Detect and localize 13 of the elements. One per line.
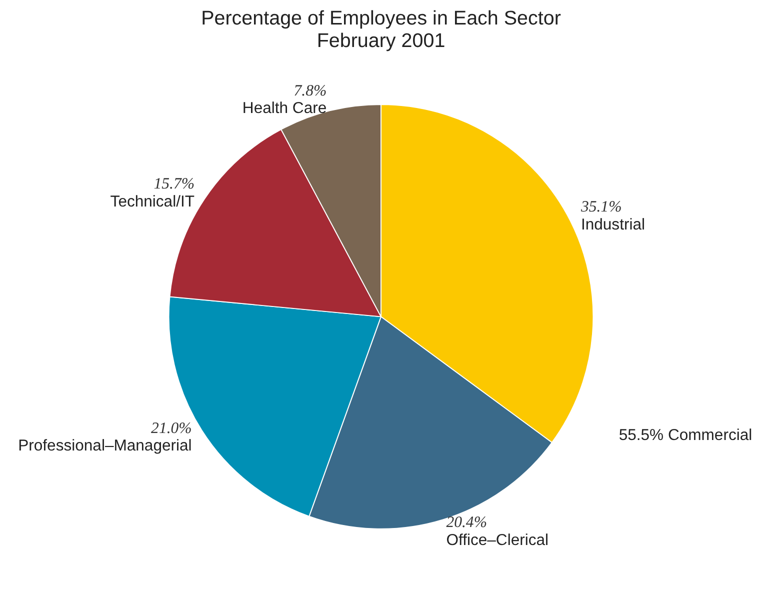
slice-label: Technical/IT [110, 193, 195, 210]
chart-title: Percentage of Employees in Each Sector [201, 8, 562, 30]
data-label: 21.0% [151, 420, 192, 437]
data-label: 35.1% [580, 198, 622, 216]
slice-label: Health Care [242, 100, 327, 118]
slice-label: Industrial [580, 216, 646, 234]
data-label: 20.4% [446, 514, 487, 532]
slice-label: Professional–Managerial [18, 438, 192, 455]
slice-label: Office–Clerical [446, 532, 549, 549]
text: 55.5% Commercial [618, 427, 752, 444]
data-label: 7.8% [294, 82, 327, 100]
data-label: 15.7% [154, 176, 195, 193]
chart-subtitle: February 2001 [316, 30, 446, 52]
